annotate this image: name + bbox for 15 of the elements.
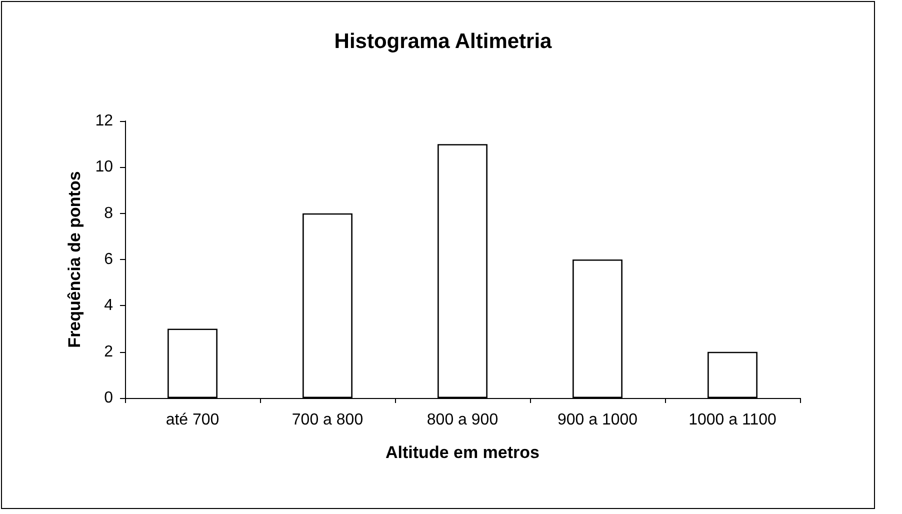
y-axis-title: Frequência de pontos	[65, 171, 84, 348]
y-tick-label: 4	[104, 297, 114, 314]
y-tick-label: 0	[104, 390, 114, 406]
x-tick-label: 800 a 900	[426, 412, 498, 428]
y-tick-label: 2	[104, 343, 114, 360]
x-tick-label: 1000 a 1100	[688, 412, 776, 428]
x-tick-label: até 700	[166, 412, 220, 428]
y-tick-label: 12	[95, 112, 114, 130]
x-axis-title: Altitude em metros	[386, 443, 540, 462]
y-tick-label: 8	[104, 204, 114, 222]
x-tick-label: 700 a 800	[292, 412, 364, 428]
y-tick-label: 6	[104, 251, 114, 268]
chart-title: Histograma Altimetria	[334, 30, 552, 53]
y-tick-label: 10	[95, 158, 114, 176]
x-tick-label: 900 a 1000	[557, 412, 638, 428]
